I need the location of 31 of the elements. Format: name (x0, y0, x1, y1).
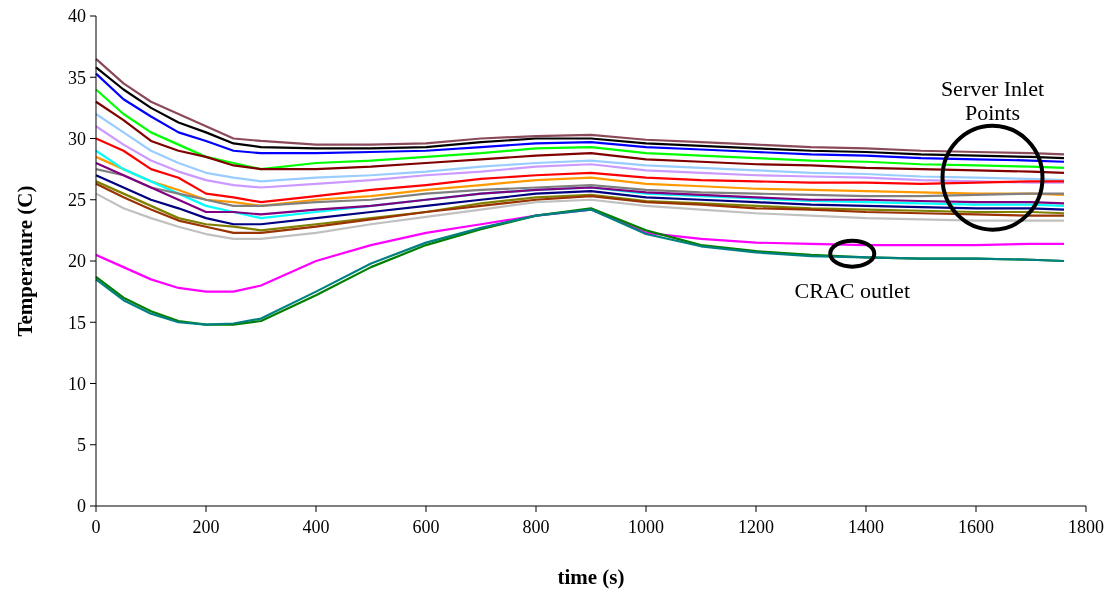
x-tick-label: 1800 (1068, 517, 1104, 537)
x-tick-label: 1600 (958, 517, 994, 537)
x-tick-label: 600 (412, 517, 440, 537)
line-series (94, 192, 1066, 241)
line-series (94, 174, 1066, 226)
y-tick-label: 35 (68, 67, 86, 88)
line-series (94, 161, 1066, 216)
x-tick-label: 0 (91, 517, 101, 537)
y-tick-label: 5 (77, 435, 86, 456)
y-tick-label: 15 (68, 312, 86, 333)
x-tick-label: 1000 (628, 517, 664, 537)
line-series (94, 125, 1066, 189)
line-series (94, 168, 1066, 207)
line-series (94, 155, 1066, 207)
x-tick-label: 400 (302, 517, 330, 537)
x-tick-label: 1200 (738, 517, 774, 537)
y-tick-label: 20 (68, 251, 86, 272)
annotation: CRAC outlet (794, 277, 911, 303)
y-tick-label: 25 (68, 190, 86, 211)
x-tick-label: 1400 (848, 517, 884, 537)
line-series (94, 137, 1066, 204)
annotation: Server Inlet Points (940, 75, 1045, 125)
x-axis-title: time (s) (557, 565, 625, 589)
y-tick-label: 10 (68, 373, 86, 394)
x-tick-label: 200 (192, 517, 220, 537)
y-tick-label: 30 (68, 128, 86, 149)
x-tick-label: 800 (522, 517, 550, 537)
y-tick-label: 40 (68, 6, 86, 27)
y-axis-title: Temperature (C) (13, 185, 37, 337)
y-tick-label: 0 (77, 496, 86, 517)
line-series (94, 100, 1066, 174)
